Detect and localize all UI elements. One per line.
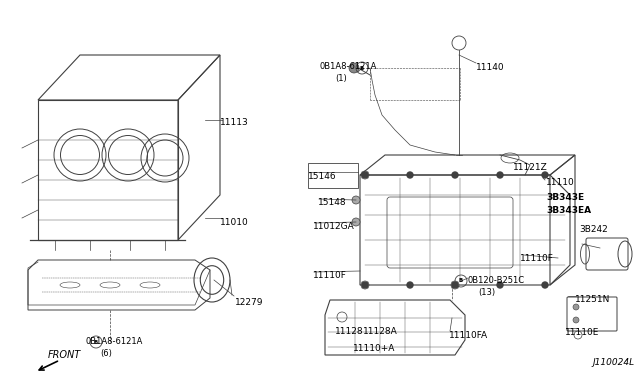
Circle shape [349, 63, 359, 73]
Text: (13): (13) [478, 288, 495, 297]
Text: 11110F: 11110F [313, 271, 347, 280]
Text: 3B343E: 3B343E [546, 193, 584, 202]
Text: 11251N: 11251N [575, 295, 611, 304]
Text: 0B1A8-6121A: 0B1A8-6121A [85, 337, 142, 346]
Text: 11012GA: 11012GA [313, 222, 355, 231]
Text: B: B [459, 279, 463, 283]
Text: B: B [360, 65, 364, 71]
Circle shape [362, 172, 368, 178]
Text: 12279: 12279 [235, 298, 264, 307]
Text: (6): (6) [100, 349, 112, 358]
Text: 11110F: 11110F [520, 254, 554, 263]
Text: 11140: 11140 [476, 63, 504, 72]
Text: 11128: 11128 [335, 327, 364, 336]
Circle shape [352, 218, 360, 226]
Text: 0B120-B251C: 0B120-B251C [467, 276, 524, 285]
Text: FRONT: FRONT [48, 350, 81, 360]
Text: 3B242: 3B242 [579, 225, 608, 234]
Text: 15146: 15146 [308, 172, 337, 181]
Circle shape [452, 282, 458, 288]
Text: 11128A: 11128A [363, 327, 397, 336]
Circle shape [573, 304, 579, 310]
Text: 11110FA: 11110FA [449, 331, 488, 340]
Text: 11121Z: 11121Z [513, 163, 548, 172]
Text: 3B343EA: 3B343EA [546, 206, 591, 215]
Text: 0B1A8-6121A: 0B1A8-6121A [320, 62, 378, 71]
Text: (1): (1) [335, 74, 347, 83]
Text: 11110: 11110 [546, 178, 575, 187]
Text: 11110E: 11110E [565, 328, 600, 337]
Text: 15148: 15148 [318, 198, 347, 207]
Circle shape [352, 196, 360, 204]
Circle shape [407, 172, 413, 178]
Text: 11010: 11010 [220, 218, 249, 227]
Circle shape [542, 172, 548, 178]
Circle shape [542, 282, 548, 288]
Text: 11113: 11113 [220, 118, 249, 127]
Text: 11110+A: 11110+A [353, 344, 396, 353]
Text: J110024L: J110024L [593, 358, 635, 367]
Circle shape [573, 317, 579, 323]
Text: B: B [94, 340, 98, 344]
Circle shape [497, 282, 503, 288]
Circle shape [497, 172, 503, 178]
Circle shape [362, 282, 368, 288]
Circle shape [452, 172, 458, 178]
Circle shape [407, 282, 413, 288]
